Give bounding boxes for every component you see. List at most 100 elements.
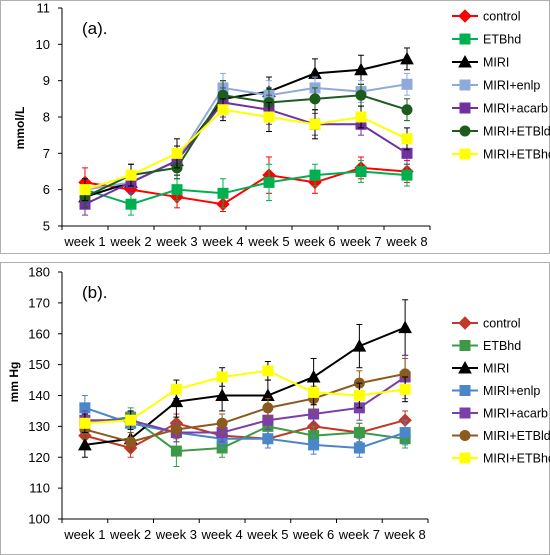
data-point: [352, 339, 367, 352]
legend-swatch-marker: [459, 430, 471, 441]
data-point: [355, 89, 367, 101]
data-point: [355, 111, 367, 123]
legend-label: ETBhd: [483, 339, 521, 353]
legend-swatch-marker: [459, 102, 471, 114]
legend-item-control: control: [452, 9, 521, 24]
legend-item-miri-etbld: MIRI+ETBld: [452, 429, 550, 443]
chart-title-a: (a).: [82, 19, 108, 38]
legend-swatch-marker: [459, 340, 471, 351]
x-tick-label: week 7: [339, 234, 381, 249]
y-tick-label: 8: [43, 110, 50, 125]
x-tick-label: week 7: [338, 527, 380, 542]
data-point: [125, 198, 137, 210]
legend-label: control: [483, 317, 521, 331]
series-line-miri-acarb: [84, 376, 406, 434]
series-miri-etbhd: [79, 361, 411, 434]
chart-panel-a: (a). mmol/L 5 6 7 8 9 10 11 week 1 week 2 week 3 w…: [0, 0, 550, 254]
legend-swatch-marker: [459, 79, 471, 91]
legend-item-miri-acarb: MIRI+acarb: [452, 407, 548, 421]
data-point: [398, 320, 412, 334]
legend-item-miri-etbld: MIRI+ETBld: [452, 125, 550, 139]
legend-swatch-marker: [459, 125, 471, 137]
y-tick-label: 130: [28, 419, 50, 434]
series-etbhd: [79, 160, 413, 216]
x-tick-label: week 6: [292, 527, 334, 542]
legend-swatch-marker: [458, 54, 472, 68]
x-tick-label: week 4: [201, 234, 243, 249]
legend-item-miri-acarb: MIRI+acarb: [452, 102, 548, 116]
data-point: [125, 436, 137, 448]
data-point: [353, 390, 365, 401]
y-tick-label: 100: [28, 512, 50, 527]
y-tick-label: 180: [28, 265, 50, 280]
y-tick-label: 160: [28, 326, 50, 341]
data-point: [355, 166, 367, 177]
x-tick-label: week 1: [63, 527, 105, 542]
axes-b: 100 110 120 130 140 150 160 170 180 week 1 week 2 w…: [28, 265, 429, 542]
data-point: [399, 427, 411, 439]
x-tick-label: week 2: [109, 527, 151, 542]
chart-panel-b: (b). mm Hg 100 110 120 130 140 150 160 170 180 we…: [0, 262, 550, 555]
series-line-miri: [84, 326, 406, 446]
y-tick-label: 140: [28, 388, 50, 403]
x-tick-label: week 8: [384, 527, 426, 542]
x-tick-label: week 5: [247, 234, 289, 249]
legend-item-miri-enlp: MIRI+enlp: [452, 79, 540, 93]
y-tick-label: 11: [37, 1, 51, 16]
x-tick-label: week 3: [155, 527, 197, 542]
y-tick-label: 10: [36, 37, 50, 52]
y-tick-label: 9: [43, 73, 50, 88]
data-point: [308, 439, 320, 451]
series-line-miri-etbhd: [84, 108, 408, 191]
series-line-miri-etbld: [84, 372, 406, 443]
data-point: [401, 133, 413, 145]
y-tick-label: 5: [43, 219, 50, 234]
data-point: [308, 386, 320, 398]
series-group-a: [78, 47, 414, 216]
data-point: [169, 394, 184, 408]
legend-item-control: control: [452, 316, 521, 331]
legend-swatch-marker: [458, 316, 472, 330]
series-line-control: [84, 166, 408, 206]
data-point: [217, 187, 229, 199]
y-tick-label: 120: [28, 450, 50, 465]
data-point: [216, 371, 228, 383]
data-point: [263, 111, 275, 123]
legend-item-miri-enlp: MIRI+enlp: [452, 384, 540, 398]
x-tick-label: week 4: [201, 527, 243, 542]
legend-label: MIRI+ETBhd: [483, 452, 550, 466]
legend-label: control: [483, 10, 521, 24]
legend-label: MIRI: [483, 362, 509, 376]
legend-swatch-marker: [459, 452, 471, 464]
series-line-miri-enlp: [84, 406, 406, 449]
chart-title-b: (b).: [82, 283, 108, 302]
legend-swatch-marker: [458, 360, 472, 374]
legend-item-miri: MIRI: [452, 360, 509, 376]
legend-item-miri: MIRI: [452, 54, 509, 70]
x-tick-label: week 6: [293, 234, 335, 249]
legend-label: MIRI+ETBhd: [483, 148, 550, 162]
legend-b: control ETBhd MIRI MIRI+enlp MIRI+acarb MIRI+…: [452, 316, 550, 466]
y-tick-label: 6: [43, 182, 50, 197]
data-point: [79, 184, 91, 196]
y-tick-label: 170: [28, 295, 50, 310]
data-point: [170, 383, 182, 395]
axes-a: 5 6 7 8 9 10 11 week 1 week 2 week 3 week 4 week 5 w…: [36, 1, 431, 249]
series-line-miri-etbhd: [84, 369, 406, 425]
data-point: [354, 62, 368, 76]
data-point: [262, 365, 274, 377]
data-point: [170, 423, 182, 435]
y-axis-label-b: mm Hg: [7, 362, 21, 403]
data-point: [171, 184, 183, 196]
legend-item-etbhd: ETBhd: [452, 339, 521, 353]
legend-item-miri-etbhd: MIRI+ETBhd: [452, 452, 550, 466]
data-point: [401, 169, 413, 181]
legend-label: MIRI+acarb: [483, 102, 548, 116]
data-point: [309, 169, 321, 181]
data-point: [79, 417, 91, 429]
data-point: [263, 176, 275, 188]
series-line-miri-etbld: [84, 94, 408, 198]
series-group-b: [78, 299, 412, 468]
data-point: [171, 147, 183, 159]
